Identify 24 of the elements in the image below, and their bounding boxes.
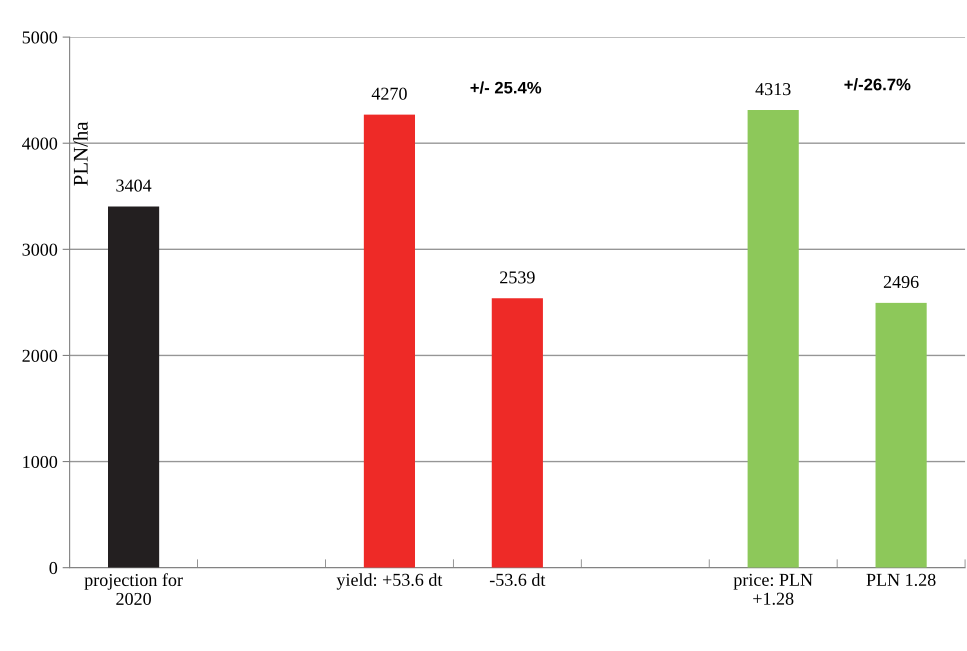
y-tick-label: 4000 — [22, 137, 58, 150]
y-tick-label: 2000 — [22, 350, 58, 362]
bar — [876, 302, 927, 568]
y-tick-label: 3000 — [22, 244, 58, 256]
x-tick-label: -53.6 dt — [490, 573, 546, 586]
annotation: +/-26.7% — [844, 78, 910, 91]
data-label: 2539 — [500, 271, 535, 284]
data-label: 3404 — [116, 180, 152, 192]
x-tick-label: yield: +53.6 dt — [336, 573, 442, 590]
data-label: 2496 — [884, 276, 919, 288]
data-label: 4313 — [755, 83, 791, 96]
bar — [748, 110, 799, 568]
x-tick-label: PLN 1.28 — [866, 574, 936, 586]
y-tick-label: 1000 — [23, 456, 58, 468]
bar — [492, 298, 543, 568]
bar — [364, 114, 416, 568]
annotation: +/- 25.4% — [470, 81, 542, 94]
bar — [108, 206, 160, 568]
x-tick-label: price: PLN +1.28 — [734, 574, 813, 605]
data-label: 4270 — [372, 88, 407, 100]
x-tick-label: projection for 2020 — [84, 573, 183, 605]
y-axis-title: PLN/ha — [73, 122, 88, 186]
y-tick-label: 5000 — [22, 31, 58, 44]
y-tick-label: 0 — [49, 562, 58, 574]
